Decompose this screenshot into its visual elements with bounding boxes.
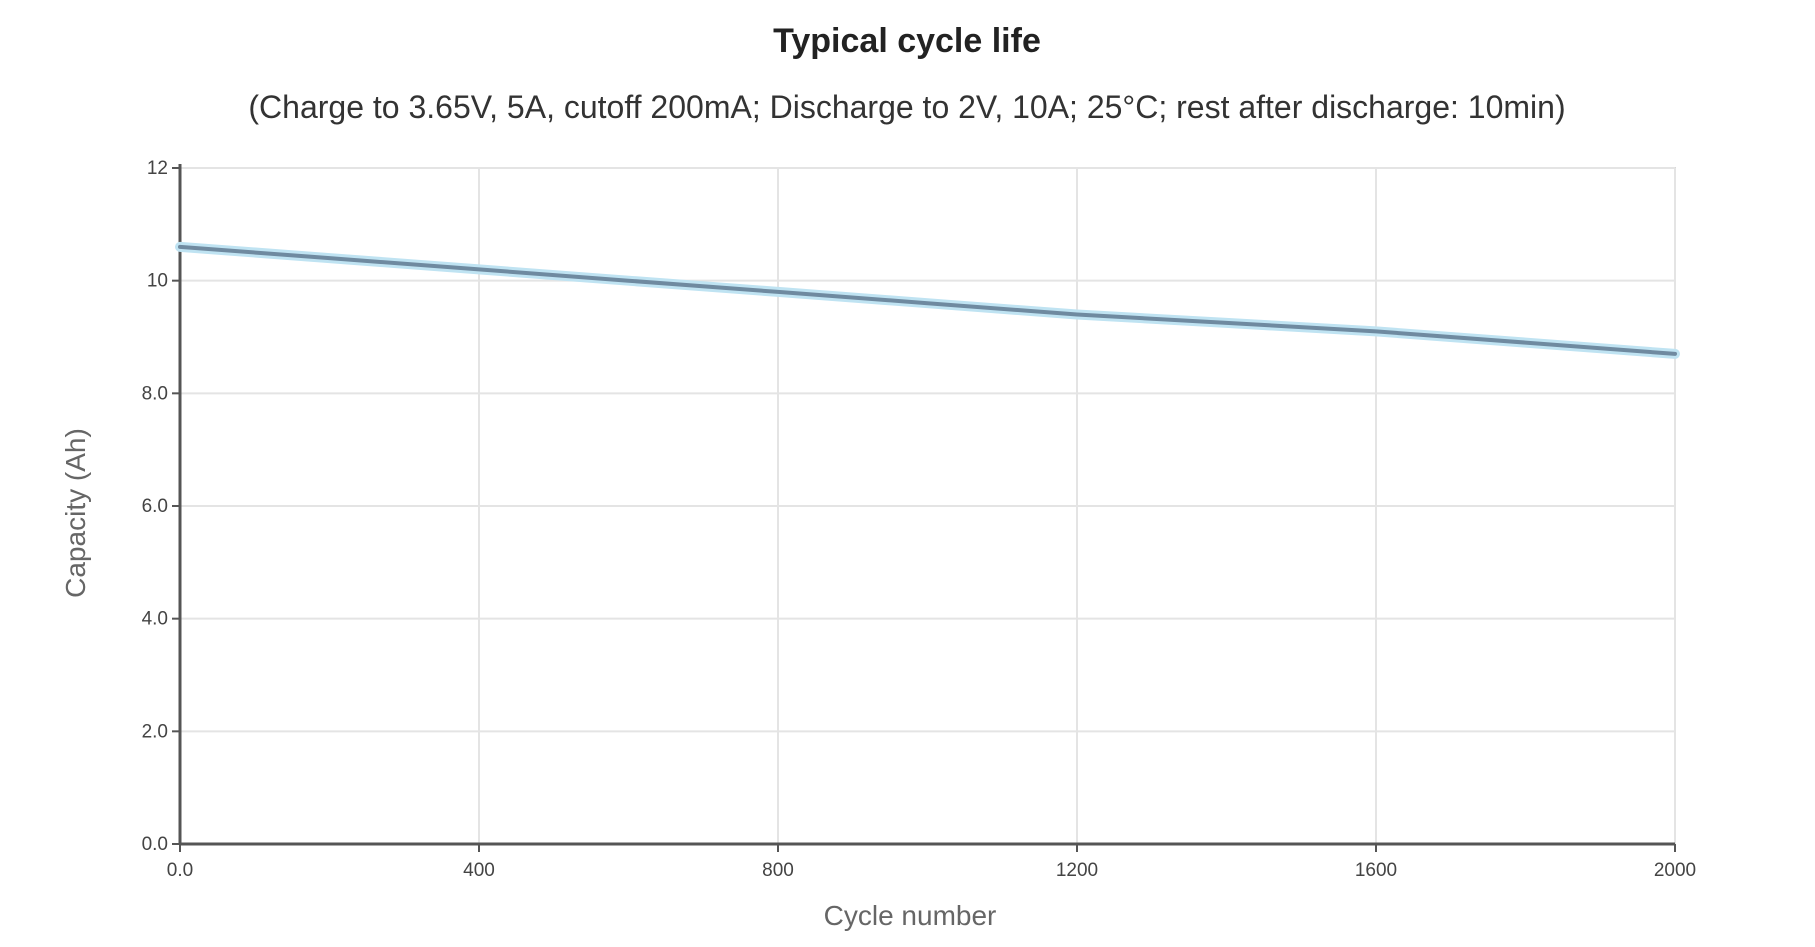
- chart-subtitle: (Charge to 3.65V, 5A, cutoff 200mA; Disc…: [248, 89, 1565, 125]
- y-tick-label: 12: [147, 158, 168, 179]
- x-tick-label: 1200: [1056, 860, 1098, 881]
- y-tick-label: 10: [147, 271, 168, 292]
- y-tick-label: 6.0: [142, 496, 168, 517]
- x-axis-label: Cycle number: [824, 900, 997, 931]
- x-tick-label: 2000: [1654, 860, 1696, 881]
- y-tick-label: 4.0: [142, 609, 168, 630]
- series-line: [178, 244, 1677, 356]
- chart-title: Typical cycle life: [773, 22, 1041, 60]
- series-layer: [175, 241, 1680, 359]
- y-tick-label: 8.0: [142, 383, 168, 404]
- x-tick-label: 0.0: [167, 860, 193, 881]
- y-tick-label: 0.0: [142, 834, 168, 855]
- x-tick-label: 1600: [1355, 860, 1397, 881]
- x-tick-label: 400: [463, 860, 495, 881]
- y-tick-label: 2.0: [142, 721, 168, 742]
- x-tick-label: 800: [762, 860, 794, 881]
- ticks-layer: 0.0 2.0 4.0 6.0 8.0 10 12 0.0 400 800 1200 1600 2000: [142, 158, 1697, 881]
- y-axis-label: Capacity (Ah): [60, 428, 91, 598]
- grid-layer: [179, 167, 1676, 845]
